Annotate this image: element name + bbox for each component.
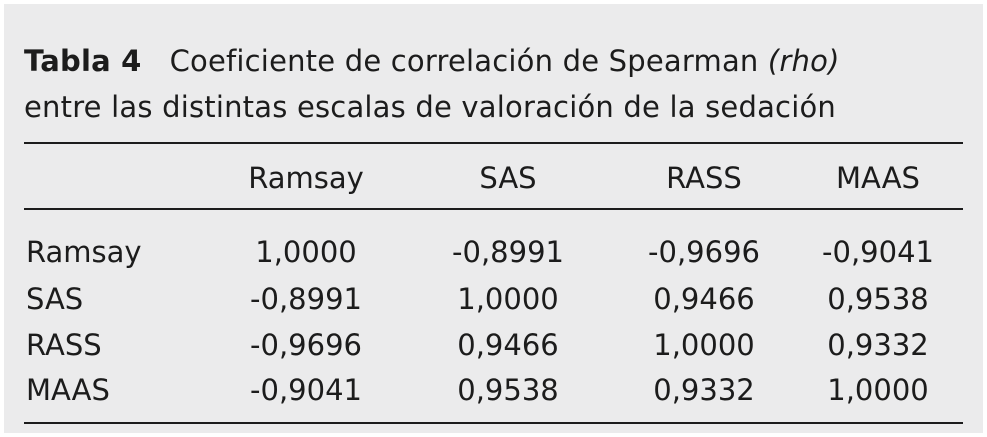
table-caption: Tabla 4 Coeficiente de correlación de Spe… (24, 38, 964, 130)
table-cell: 1,0000 (255, 235, 357, 269)
table-cell: -0,9041 (822, 235, 934, 269)
table-number: Tabla 4 (24, 44, 142, 78)
header-rule (24, 208, 963, 210)
table-cell: 1,0000 (827, 373, 929, 407)
table-cell: 1,0000 (653, 328, 755, 362)
caption-italic: (rho) (767, 44, 840, 78)
column-header-sas: SAS (479, 161, 537, 195)
table-cell: -0,9696 (250, 328, 362, 362)
caption-text: Coeficiente de correlación de Spearman (169, 44, 768, 78)
table-cell: 0,9466 (457, 328, 559, 362)
table-cell: 0,9332 (827, 328, 929, 362)
row-label-rass: RASS (26, 328, 102, 362)
table-cell: 1,0000 (457, 282, 559, 316)
bottom-rule (24, 422, 963, 424)
row-label-ramsay: Ramsay (26, 235, 142, 269)
table-cell: -0,9696 (648, 235, 760, 269)
table-cell: 0,9466 (653, 282, 755, 316)
column-header-ramsay: Ramsay (248, 161, 364, 195)
table-panel (4, 4, 983, 433)
column-header-rass: RASS (666, 161, 742, 195)
table-cell: 0,9332 (653, 373, 755, 407)
top-rule (24, 142, 963, 144)
table-cell: -0,8991 (452, 235, 564, 269)
column-header-maas: MAAS (836, 161, 920, 195)
table-cell: 0,9538 (457, 373, 559, 407)
row-label-sas: SAS (26, 282, 84, 316)
caption-text-line2: entre las distintas escalas de valoració… (24, 90, 836, 124)
table-cell: -0,8991 (250, 282, 362, 316)
table-cell: 0,9538 (827, 282, 929, 316)
row-label-maas: MAAS (26, 373, 110, 407)
table-cell: -0,9041 (250, 373, 362, 407)
